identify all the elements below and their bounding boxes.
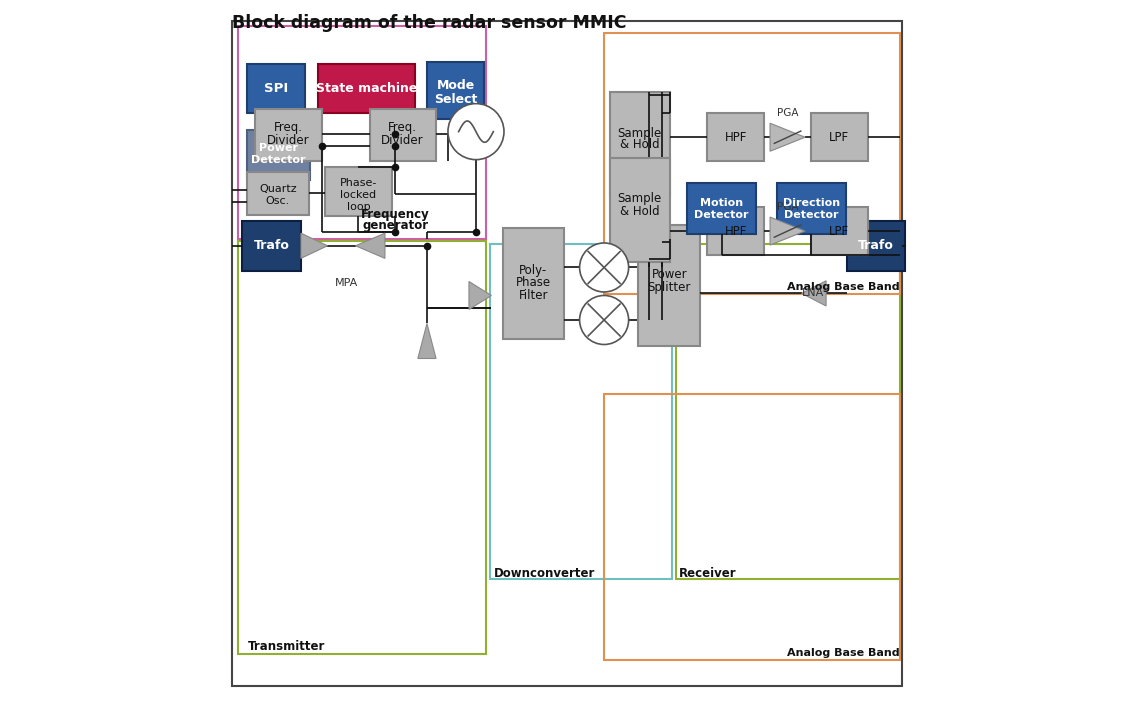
Bar [706, 207, 764, 255]
Polygon shape [469, 281, 491, 309]
Text: Trafo: Trafo [857, 239, 894, 252]
Text: loop: loop [347, 202, 370, 212]
Text: Quartz: Quartz [259, 184, 297, 194]
Bar [638, 226, 700, 346]
Text: Trafo: Trafo [254, 239, 289, 252]
Bar [247, 129, 310, 180]
Bar [319, 65, 415, 113]
Text: Direction: Direction [782, 198, 840, 208]
Polygon shape [417, 323, 437, 359]
Text: Detector: Detector [694, 210, 748, 220]
Bar [502, 228, 565, 339]
Text: Receiver: Receiver [679, 567, 737, 580]
Text: generator: generator [363, 219, 429, 232]
Bar [610, 92, 670, 196]
Text: Poly-: Poly- [519, 264, 548, 277]
Circle shape [579, 295, 628, 344]
Polygon shape [301, 233, 328, 259]
Bar [847, 221, 905, 271]
Text: Power: Power [259, 143, 298, 153]
Polygon shape [356, 233, 384, 259]
Text: Analog Base Band: Analog Base Band [787, 282, 900, 292]
Text: Divider: Divider [381, 134, 424, 146]
Bar [428, 62, 484, 119]
Bar [242, 221, 301, 271]
Text: Motion: Motion [700, 198, 743, 208]
Bar [238, 26, 486, 240]
Bar [247, 65, 305, 113]
Text: Detector: Detector [784, 210, 839, 220]
Text: & Hold: & Hold [620, 138, 660, 151]
Text: Downconverter: Downconverter [494, 567, 595, 580]
Polygon shape [802, 280, 826, 306]
Text: Osc.: Osc. [265, 196, 290, 206]
Bar [687, 183, 756, 234]
Text: Power: Power [651, 268, 687, 281]
Bar [676, 245, 899, 579]
Text: Select: Select [434, 93, 477, 106]
Bar [238, 241, 486, 654]
Text: & Hold: & Hold [620, 205, 660, 218]
Bar [706, 113, 764, 161]
Bar [490, 245, 672, 579]
Text: Sample: Sample [618, 127, 662, 139]
Text: LNA: LNA [803, 288, 824, 298]
Text: Analog Base Band: Analog Base Band [787, 647, 900, 657]
Text: Freq.: Freq. [273, 121, 303, 134]
Text: Phase: Phase [516, 276, 551, 290]
Text: Filter: Filter [518, 289, 548, 302]
Bar [811, 113, 869, 161]
Bar [777, 183, 846, 234]
Polygon shape [770, 123, 805, 151]
Text: Splitter: Splitter [648, 280, 691, 294]
Polygon shape [770, 217, 805, 245]
Text: HPF: HPF [725, 131, 747, 143]
Text: SPI: SPI [263, 82, 288, 95]
Text: Freq.: Freq. [388, 121, 417, 134]
Bar [247, 172, 308, 215]
Text: PGA: PGA [777, 108, 798, 118]
Text: Sample: Sample [618, 193, 662, 205]
Bar [255, 108, 322, 161]
Bar [370, 108, 437, 161]
Text: locked: locked [340, 191, 376, 200]
Text: LPF: LPF [829, 131, 849, 143]
Text: Detector: Detector [252, 155, 306, 165]
Text: Phase-: Phase- [340, 179, 376, 188]
Bar [811, 207, 869, 255]
Text: Frequency: Frequency [361, 209, 430, 221]
Circle shape [579, 243, 628, 292]
Bar [604, 394, 899, 659]
Bar [604, 33, 899, 294]
Text: Divider: Divider [266, 134, 310, 146]
Text: HPF: HPF [725, 224, 747, 238]
Text: Transmitter: Transmitter [247, 640, 325, 654]
Bar [610, 158, 670, 262]
Text: Mode: Mode [437, 79, 475, 92]
Bar [325, 167, 392, 217]
Text: LPF: LPF [829, 224, 849, 238]
Text: MPA: MPA [335, 278, 358, 288]
Text: PGA: PGA [777, 202, 798, 212]
Text: State machine: State machine [316, 82, 417, 95]
Text: Block diagram of the radar sensor MMIC: Block diagram of the radar sensor MMIC [232, 14, 627, 32]
Circle shape [448, 103, 503, 160]
